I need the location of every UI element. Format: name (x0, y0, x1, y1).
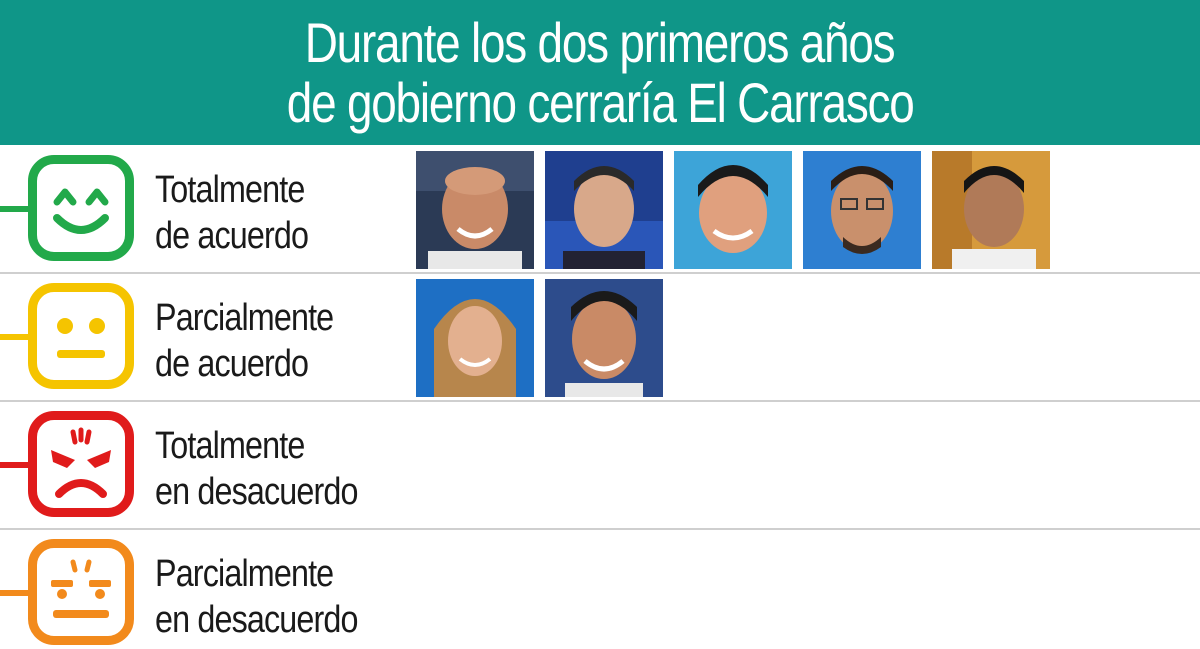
connector-line (0, 462, 30, 468)
photo-group (416, 151, 1050, 269)
label-line-1: Parcialmente (155, 553, 334, 595)
connector-line (0, 590, 30, 596)
candidate-photo (932, 151, 1050, 269)
category-row-partially-agree: Parcialmente de acuerdo (0, 273, 1200, 401)
candidate-photo (803, 151, 921, 269)
category-label: Totalmente de acuerdo (155, 167, 309, 259)
photo-group (416, 279, 663, 397)
label-line-2: de acuerdo (155, 343, 309, 385)
candidate-photo (545, 151, 663, 269)
page-title-line-1: Durante los dos primeros años (305, 10, 896, 74)
category-row-totally-disagree: Totalmente en desacuerdo (0, 401, 1200, 529)
connector-line (0, 334, 30, 340)
label-line-1: Parcialmente (155, 297, 334, 339)
label-line-1: Totalmente (155, 169, 305, 211)
candidate-photo (545, 279, 663, 397)
header-banner: Durante los dos primeros años de gobiern… (0, 0, 1200, 145)
annoyed-face-icon (28, 539, 134, 645)
page-title-line-2: de gobierno cerraría El Carrasco (286, 70, 915, 134)
row-divider (0, 272, 1200, 274)
neutral-face-icon (28, 283, 134, 389)
category-label: Parcialmente en desacuerdo (155, 551, 359, 643)
happy-face-icon (28, 155, 134, 261)
candidate-photo (674, 151, 792, 269)
category-row-totally-agree: Totalmente de acuerdo (0, 145, 1200, 273)
category-label: Totalmente en desacuerdo (155, 423, 359, 515)
label-line-1: Totalmente (155, 425, 305, 467)
label-line-2: en desacuerdo (155, 599, 359, 641)
connector-line (0, 206, 30, 212)
row-divider (0, 400, 1200, 402)
candidate-photo (416, 151, 534, 269)
category-label: Parcialmente de acuerdo (155, 295, 334, 387)
angry-face-icon (28, 411, 134, 517)
label-line-2: de acuerdo (155, 215, 309, 257)
label-line-2: en desacuerdo (155, 471, 359, 513)
category-row-partially-disagree: Parcialmente en desacuerdo (0, 529, 1200, 649)
candidate-photo (416, 279, 534, 397)
row-divider (0, 528, 1200, 530)
